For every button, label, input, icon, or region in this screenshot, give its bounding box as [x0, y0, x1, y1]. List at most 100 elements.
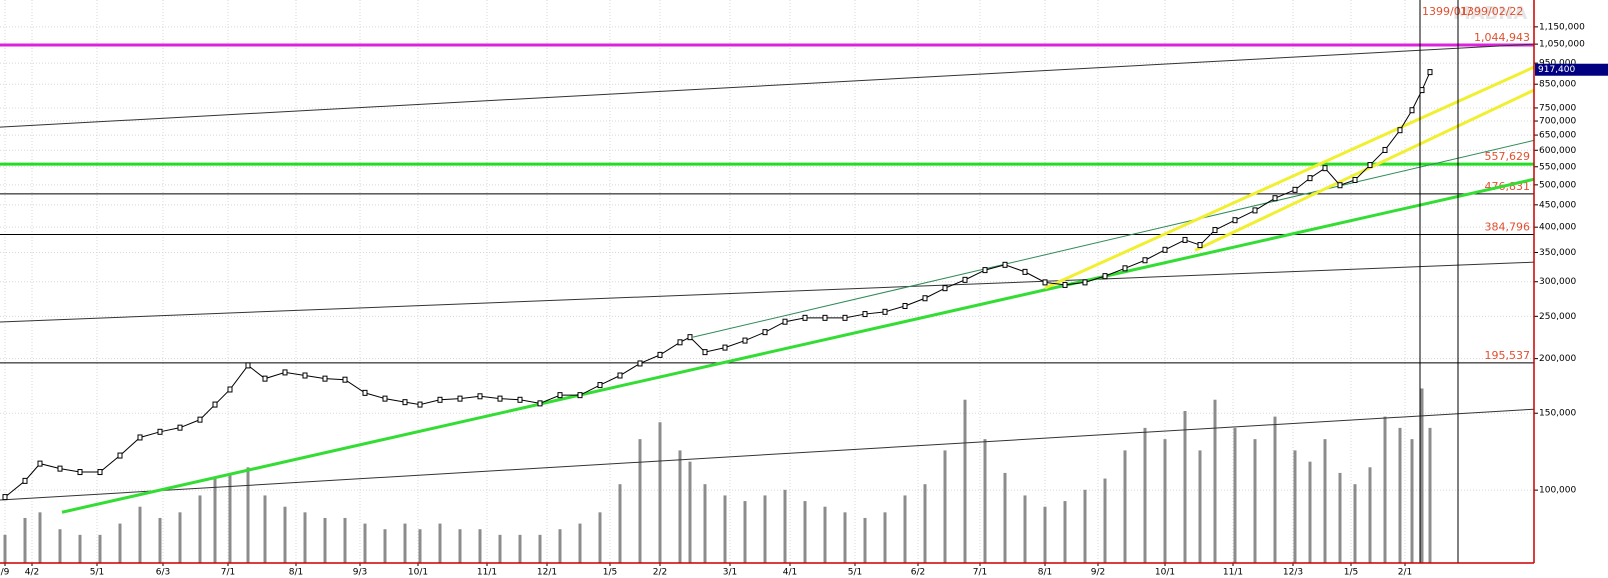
x-tick-label: 11/1 [477, 568, 497, 578]
x-tick-label: 2/1 [1398, 568, 1412, 578]
volume-bar [1083, 489, 1087, 563]
candle [177, 424, 183, 431]
candle [262, 375, 268, 382]
volume-bar [1338, 472, 1342, 563]
candle [537, 400, 543, 407]
candle [77, 469, 83, 476]
volume-bar [263, 495, 267, 563]
candle [157, 428, 163, 435]
candle [245, 362, 251, 369]
x-tick-label: 5/1 [848, 568, 862, 578]
candle [1022, 268, 1028, 275]
volume-bar [403, 523, 407, 563]
candle [342, 376, 348, 383]
volume-bar [283, 506, 287, 563]
level-label: 384,796 [1485, 221, 1531, 234]
volume-bar [1063, 501, 1067, 563]
volume-bar [1163, 439, 1167, 563]
x-tick-label: 9/3 [353, 568, 367, 578]
volume-bar [458, 529, 462, 563]
trend-line [0, 261, 1535, 323]
x-tick-label: 11/1 [1223, 568, 1243, 578]
candle [212, 401, 218, 408]
candle [687, 334, 693, 341]
volume-bar [213, 478, 217, 563]
volume-bar [383, 529, 387, 563]
candle [97, 469, 103, 476]
candle [597, 382, 603, 389]
last-price-badge [1535, 63, 1608, 76]
candle [982, 267, 988, 274]
volume-bar [58, 529, 62, 563]
candle [862, 311, 868, 318]
volume-bar [638, 439, 642, 563]
candle [1427, 69, 1433, 76]
candle [417, 401, 423, 408]
volume-bar [1023, 495, 1027, 563]
y-tick-label: 1,050,000 [1539, 40, 1585, 50]
volume-bar [1273, 416, 1277, 563]
candle [942, 285, 948, 292]
y-tick-label: 450,000 [1539, 200, 1576, 210]
volume-bar [343, 517, 347, 563]
volume-bar [598, 512, 602, 563]
candle [1397, 127, 1403, 134]
volume-bar [518, 534, 522, 563]
candle [677, 339, 683, 346]
x-tick-label: 12/3 [1283, 568, 1303, 578]
volume-bar [1398, 427, 1402, 563]
volume-bar [158, 517, 162, 563]
candle [1122, 265, 1128, 272]
candle [1197, 242, 1203, 249]
volume-bar [498, 534, 502, 563]
candle [1292, 186, 1298, 193]
x-tick-label: 5/1 [90, 568, 104, 578]
level-label: 557,629 [1485, 150, 1531, 163]
candle [302, 372, 308, 379]
volume-bar [418, 529, 422, 563]
candle [1352, 176, 1358, 183]
volume-bar [178, 512, 182, 563]
x-tick-label: 3/1 [723, 568, 737, 578]
y-tick-label: 1,150,000 [1539, 22, 1585, 32]
y-tick-label: 150,000 [1539, 409, 1576, 419]
candle [922, 295, 928, 302]
date-label: 1399/01/ [1422, 5, 1472, 18]
candle [1062, 281, 1068, 288]
x-tick-label: 10/1 [1155, 568, 1175, 578]
candle [657, 351, 663, 358]
volume-bar [363, 523, 367, 563]
candle [362, 389, 368, 396]
x-tick-label: 8/1 [1038, 568, 1052, 578]
volume-bar [578, 523, 582, 563]
candle [1212, 227, 1218, 234]
volume-bar [658, 422, 662, 563]
volume-bar [78, 534, 82, 563]
last-price-label: 917,400 [1538, 65, 1575, 75]
candle [962, 276, 968, 283]
candle [1272, 195, 1278, 202]
candle [1082, 279, 1088, 286]
volume-bar [688, 461, 692, 563]
candle [617, 372, 623, 379]
candle [782, 318, 788, 325]
volume-bar [1213, 399, 1217, 563]
candle [2, 494, 8, 501]
candle [437, 396, 443, 403]
y-tick-label: 250,000 [1539, 312, 1576, 322]
candle [1182, 236, 1188, 243]
x-tick-label: 2/2 [653, 568, 667, 578]
price-line [4, 71, 1431, 498]
volume-bar [1293, 450, 1297, 563]
volume-bar [303, 512, 307, 563]
volume-bar [723, 495, 727, 563]
candle [1409, 107, 1415, 114]
volume-bar [1143, 427, 1147, 563]
candle [1252, 207, 1258, 214]
volume-bar [883, 512, 887, 563]
x-tick-label: 1/5 [1344, 568, 1358, 578]
candle [197, 416, 203, 423]
candle [1322, 165, 1328, 172]
volume-bar [1003, 472, 1007, 563]
